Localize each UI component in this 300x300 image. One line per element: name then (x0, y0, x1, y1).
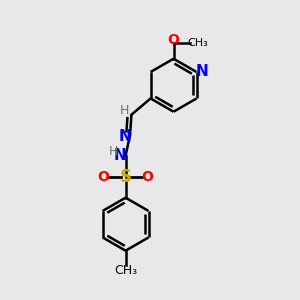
Text: O: O (98, 170, 110, 184)
Text: H: H (109, 145, 118, 158)
Text: O: O (168, 33, 179, 46)
Text: O: O (142, 170, 154, 184)
Text: N: N (114, 148, 127, 164)
Text: N: N (118, 129, 131, 144)
Text: H: H (119, 104, 129, 117)
Text: N: N (195, 64, 208, 80)
Text: S: S (120, 168, 132, 186)
Text: CH₃: CH₃ (114, 264, 137, 277)
Text: CH₃: CH₃ (188, 38, 208, 47)
